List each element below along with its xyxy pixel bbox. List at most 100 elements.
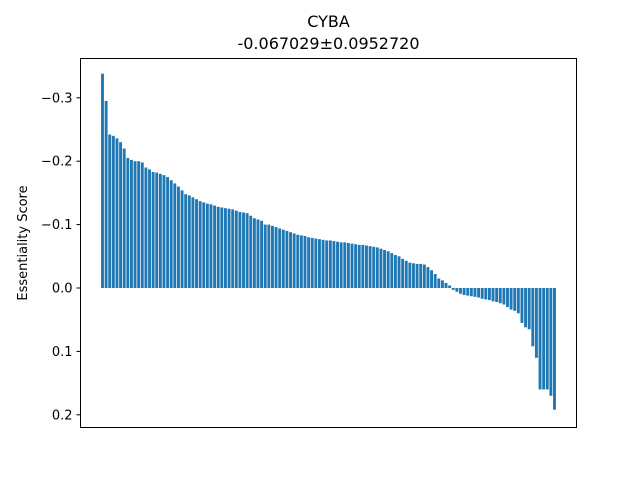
bar [162,175,166,288]
bar [480,288,484,299]
bar [216,206,220,288]
bar [263,224,267,288]
plot-frame [80,58,577,428]
bar [444,282,448,288]
bar [401,258,405,288]
bar [256,219,260,288]
chart-subtitle: -0.067029±0.0952720 [237,34,419,53]
bar [321,239,325,288]
bar [115,138,119,288]
bar [520,288,524,323]
bar [538,288,542,390]
bar [289,232,292,288]
bar [137,161,141,288]
bar [148,169,151,288]
bar [238,211,242,288]
bar [509,288,513,310]
bar [213,205,217,288]
bar [484,288,488,300]
bar [328,240,332,288]
bar [220,207,224,288]
bar [285,230,289,288]
bar [379,248,383,288]
bar [466,288,470,296]
bar [372,246,376,288]
bar [343,242,347,288]
bar [184,194,188,288]
bar [375,247,379,288]
bar [383,249,386,288]
bar [260,220,264,288]
bar [459,288,462,294]
bar [419,263,423,288]
bar [390,253,394,288]
bar [491,288,495,302]
bar [516,288,520,314]
bar [455,288,459,292]
y-tick-label: 0.1 [52,345,73,360]
bar [549,288,553,396]
bar [527,288,531,330]
bar [310,237,314,288]
bar [534,288,538,358]
bar [346,242,350,288]
bar [354,244,358,288]
bar [198,201,202,288]
bar [524,288,528,328]
bar [462,288,466,295]
bar [542,288,546,390]
bar [202,202,206,288]
bar [176,186,180,288]
bar [531,288,535,347]
bar [350,243,354,288]
bar [303,236,307,288]
bar [299,235,303,288]
bar [122,148,126,288]
bar [415,263,419,288]
bar [180,190,184,288]
bar [209,204,213,288]
bar [440,280,444,288]
bar [386,251,390,288]
bar [234,210,238,288]
bar [140,162,144,288]
bars-group [101,73,556,410]
bar [169,180,173,288]
bar [506,288,509,308]
bar [278,228,282,288]
bar [195,199,198,288]
bar [336,241,339,288]
bar [249,215,253,288]
bar [205,203,209,288]
bar [433,274,437,288]
bar [404,260,408,288]
bar [144,167,148,288]
bar [129,159,133,288]
bar [365,245,368,288]
bar [513,288,517,311]
bar [271,225,274,288]
bar [242,212,245,288]
bar [339,242,343,288]
bar [498,288,502,304]
bar [397,256,401,288]
bar [368,246,372,288]
bar [393,255,397,288]
bar [119,142,123,288]
bar [430,270,433,288]
bar [108,134,112,288]
bar [473,288,477,297]
bar [448,285,452,288]
y-axis-ticks: −0.3 −0.2 −0.1 0.0 0.1 0.2 [41,91,81,423]
bar [151,171,155,288]
bar [158,173,162,288]
bar [296,234,300,288]
bar [325,240,329,288]
bar [545,288,549,390]
bar [318,239,321,288]
bar [267,224,271,288]
bar [357,244,361,288]
chart-title: CYBA [307,12,350,31]
bar [437,278,441,288]
y-tick-label: 0.0 [52,282,73,297]
